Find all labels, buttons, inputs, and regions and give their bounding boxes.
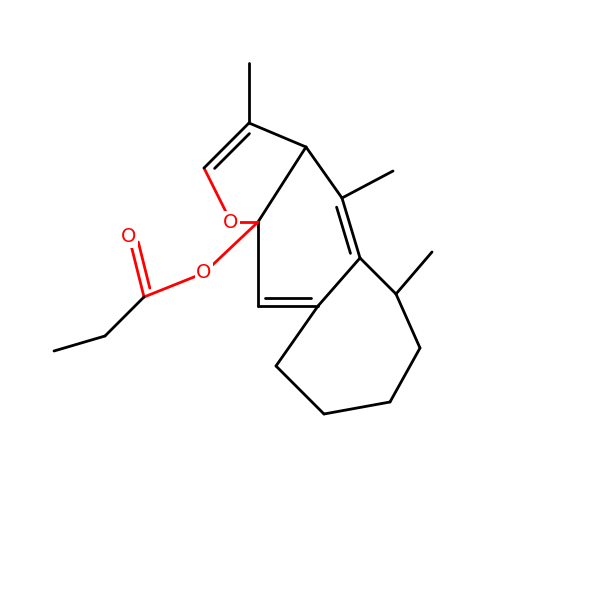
Text: O: O — [121, 227, 137, 247]
Text: O: O — [196, 263, 212, 283]
Text: O: O — [223, 212, 239, 232]
